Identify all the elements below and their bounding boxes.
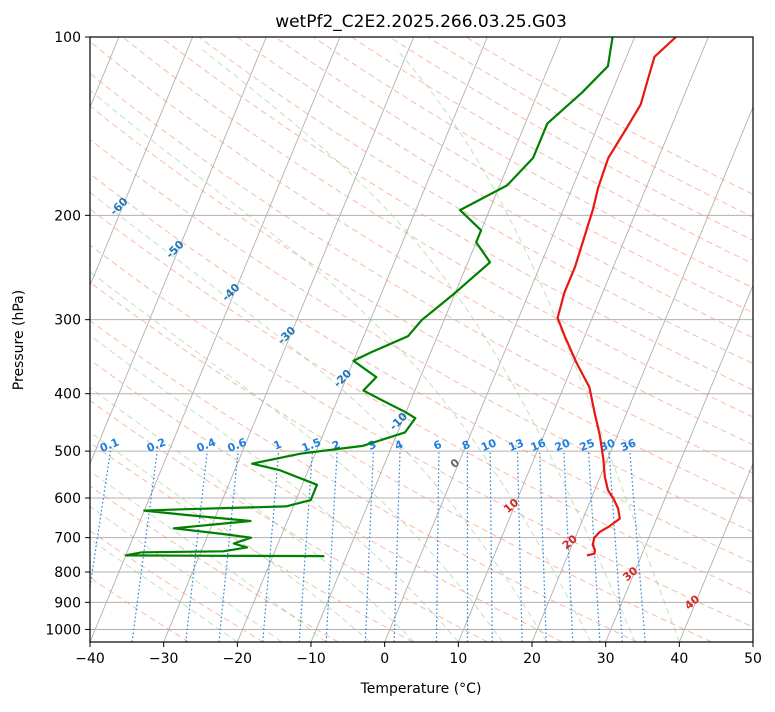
- y-tick-label: 500: [54, 444, 81, 460]
- y-tick-label: 300: [54, 313, 81, 329]
- x-axis-label: Temperature (°C): [360, 681, 482, 697]
- y-axis-label: Pressure (hPa): [11, 290, 27, 390]
- y-tick-label: 200: [54, 208, 81, 224]
- y-tick-label: 1000: [45, 622, 81, 638]
- y-tick-label: 600: [54, 491, 81, 507]
- x-tick-label: −20: [223, 651, 253, 667]
- x-tick-label: 20: [523, 651, 541, 667]
- x-tick-label: 10: [449, 651, 467, 667]
- chart-title: wetPf2_C2E2.2025.266.03.25.G03: [275, 12, 567, 32]
- y-tick-label: 400: [54, 387, 81, 403]
- x-tick-label: 50: [744, 651, 762, 667]
- x-tick-label: 30: [597, 651, 615, 667]
- x-tick-label: −40: [75, 651, 105, 667]
- x-tick-label: −10: [296, 651, 326, 667]
- x-tick-label: 0: [380, 651, 389, 667]
- y-tick-label: 100: [54, 30, 81, 46]
- y-tick-label: 800: [54, 565, 81, 581]
- x-tick-label: −30: [149, 651, 179, 667]
- y-tick-label: 700: [54, 531, 81, 547]
- y-tick-label: 900: [54, 595, 81, 611]
- x-tick-label: 40: [670, 651, 688, 667]
